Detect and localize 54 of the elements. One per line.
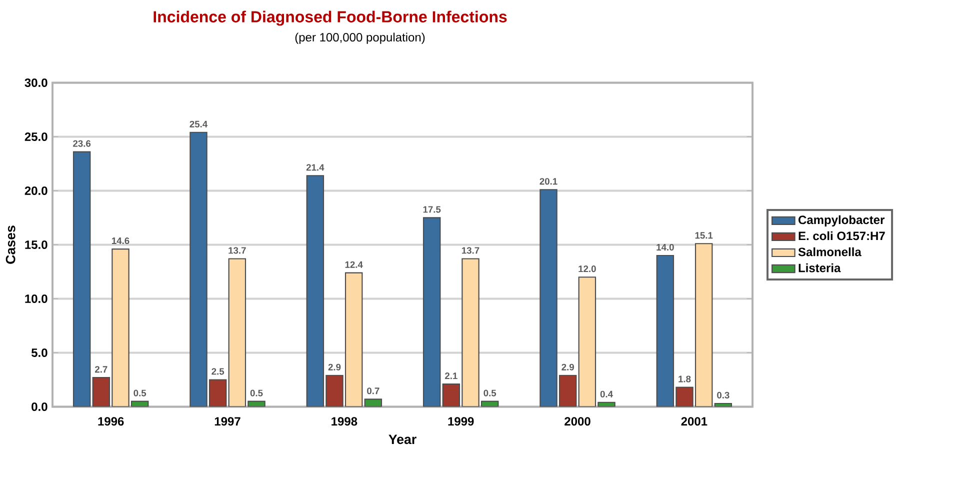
data-label: 23.6 [73, 140, 91, 147]
bar [112, 248, 130, 407]
x-tick-label: 2001 [681, 417, 708, 426]
bar [344, 272, 363, 407]
data-label: 14.6 [112, 237, 130, 244]
data-label: 2.5 [212, 368, 224, 375]
data-label: 12.0 [578, 266, 596, 272]
bar [228, 258, 246, 407]
data-label: 0.5 [484, 390, 496, 396]
legend-label: Listeria [798, 263, 841, 272]
legend-label: E. coli O157:H7 [798, 231, 885, 240]
data-label: 0.3 [717, 392, 730, 399]
x-axis-title: Year [388, 434, 416, 444]
data-label: 13.7 [228, 247, 246, 254]
y-axis-title: Cases [6, 226, 16, 264]
x-tick-label: 1999 [448, 417, 474, 426]
bar [422, 217, 441, 407]
y-tick-label: 25.0 [24, 132, 48, 141]
data-label: 12.4 [345, 261, 363, 268]
y-tick-label: 10.0 [25, 294, 48, 303]
data-label: 2.9 [328, 364, 341, 370]
bar [462, 258, 480, 407]
y-tick-label: 15.0 [25, 240, 48, 249]
bar [694, 243, 713, 407]
chart-subtitle: (per 100,000 population) [295, 32, 425, 44]
data-label: 13.7 [462, 247, 480, 254]
y-tick-label: 20.0 [24, 186, 48, 195]
data-label: 0.5 [250, 390, 263, 396]
bar [72, 151, 91, 407]
x-tick-label: 2000 [564, 417, 590, 426]
legend-label: Salmonella [798, 247, 862, 256]
data-label: 0.5 [134, 390, 146, 396]
data-label: 20.1 [540, 178, 558, 185]
data-label: 21.4 [306, 164, 324, 171]
data-label: 15.1 [695, 232, 713, 239]
x-tick-label: 1997 [214, 417, 240, 426]
data-label: 0.7 [367, 388, 380, 394]
bar [326, 374, 344, 407]
x-tick-label: 1996 [98, 417, 124, 426]
data-label: 2.7 [94, 366, 108, 373]
y-tick-label: 30.0 [24, 78, 48, 87]
bar [578, 276, 596, 407]
y-tick-label: 0.0 [32, 402, 48, 411]
data-label: 14.0 [656, 244, 674, 251]
data-label: 25.4 [190, 120, 208, 128]
chart-title: Incidence of Diagnosed Food-Borne Infections [154, 10, 507, 26]
data-label: 2.9 [562, 364, 574, 370]
data-label: 17.5 [423, 206, 441, 213]
data-label: 2.1 [445, 372, 458, 380]
data-label: 0.4 [600, 390, 613, 398]
x-tick-label: 1998 [332, 417, 358, 426]
data-label: 1.8 [678, 376, 691, 382]
y-tick-label: 5.0 [31, 348, 48, 357]
legend-label: Campylobacter [798, 215, 885, 227]
